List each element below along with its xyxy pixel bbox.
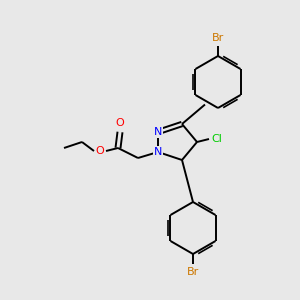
Text: Br: Br — [212, 33, 224, 43]
Text: Cl: Cl — [212, 134, 222, 144]
Text: N: N — [154, 147, 162, 157]
Text: Br: Br — [187, 267, 199, 277]
Text: N: N — [154, 127, 162, 137]
Text: O: O — [96, 146, 104, 156]
Text: O: O — [116, 118, 124, 128]
